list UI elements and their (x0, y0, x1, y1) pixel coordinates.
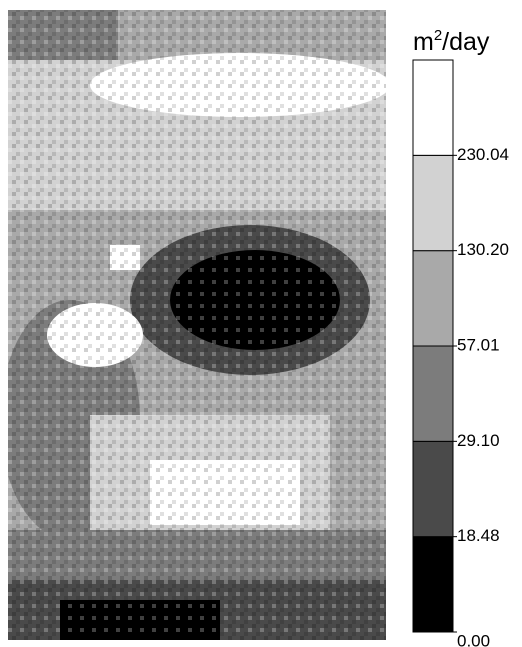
colorbar-label: 18.48 (457, 526, 500, 545)
colorbar-label: 130.20 (457, 240, 509, 259)
colorbar: 0.00 18.48 29.10 57.01 130.20 230.04 (412, 59, 509, 647)
colorbar-label: 57.01 (457, 335, 500, 354)
colorbar-segment (412, 154, 454, 252)
colorbar-segment (412, 536, 454, 633)
unit-title: m2/day (413, 27, 490, 56)
colorbar-label: 29.10 (457, 431, 500, 450)
colorbar-segment (412, 345, 454, 442)
map-texture (8, 10, 386, 640)
colorbar-segment (412, 59, 454, 156)
colorbar-segment (412, 440, 454, 538)
colorbar-label: 0.00 (457, 631, 490, 647)
unit-superscript: 2 (434, 27, 442, 44)
unit-base: m (413, 28, 434, 56)
colorbar-label: 230.04 (457, 145, 509, 164)
unit-rest: /day (442, 28, 490, 56)
raster-map (8, 10, 386, 640)
colorbar-segment (412, 250, 454, 347)
